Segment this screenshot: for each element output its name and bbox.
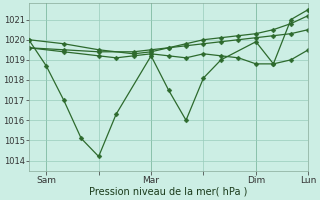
X-axis label: Pression niveau de la mer( hPa ): Pression niveau de la mer( hPa ) (89, 187, 248, 197)
